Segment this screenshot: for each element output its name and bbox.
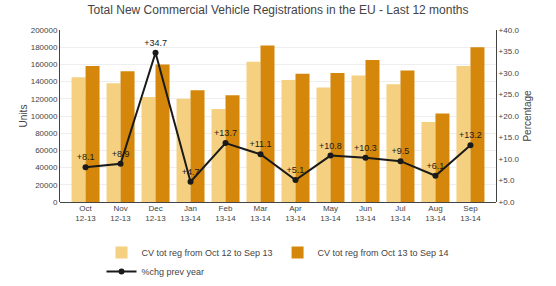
svg-text:+15.0: +15.0 xyxy=(499,133,520,142)
svg-text:+6.1: +6.1 xyxy=(427,161,445,171)
svg-text:160000: 160000 xyxy=(31,60,58,69)
svg-text:Feb13-14: Feb13-14 xyxy=(215,204,236,223)
svg-text:CV tot reg from Oct 13 to Sep: CV tot reg from Oct 13 to Sep 14 xyxy=(318,248,449,258)
svg-text:Total New Commercial Vehicle R: Total New Commercial Vehicle Registratio… xyxy=(88,3,469,17)
svg-text:0: 0 xyxy=(53,198,58,207)
svg-text:180000: 180000 xyxy=(31,43,58,52)
svg-text:+10.0: +10.0 xyxy=(499,155,520,164)
svg-text:80000: 80000 xyxy=(35,129,58,138)
svg-text:+8.1: +8.1 xyxy=(77,152,95,162)
svg-text:%chg prev year: %chg prev year xyxy=(142,267,205,277)
svg-text:60000: 60000 xyxy=(35,146,58,155)
svg-text:+20.0: +20.0 xyxy=(499,112,520,121)
svg-text:Aug13-14: Aug13-14 xyxy=(425,204,446,223)
svg-text:+11.1: +11.1 xyxy=(249,139,271,149)
svg-text:140000: 140000 xyxy=(31,77,58,86)
svg-text:+9.5: +9.5 xyxy=(392,146,410,156)
svg-text:Jul13-14: Jul13-14 xyxy=(390,204,411,223)
svg-text:100000: 100000 xyxy=(31,112,58,121)
svg-text:Jun13-14: Jun13-14 xyxy=(355,204,376,223)
svg-text:200000: 200000 xyxy=(31,26,58,35)
svg-text:+35.0: +35.0 xyxy=(499,47,520,56)
svg-text:Units: Units xyxy=(18,105,29,128)
svg-text:20000: 20000 xyxy=(35,181,58,190)
svg-text:+13.7: +13.7 xyxy=(214,128,237,138)
svg-text:+30.0: +30.0 xyxy=(499,69,520,78)
svg-text:CV tot reg from Oct 12 to Sep: CV tot reg from Oct 12 to Sep 13 xyxy=(142,248,273,258)
svg-text:+10.8: +10.8 xyxy=(319,141,342,151)
svg-text:Apr13-14: Apr13-14 xyxy=(285,204,306,223)
svg-text:Sep13-14: Sep13-14 xyxy=(460,204,481,223)
svg-text:Dec12-13: Dec12-13 xyxy=(145,204,166,223)
svg-text:+5.0: +5.0 xyxy=(499,176,515,185)
svg-text:Jan13-14: Jan13-14 xyxy=(180,204,201,223)
svg-text:+25.0: +25.0 xyxy=(499,90,520,99)
svg-text:Nov12-13: Nov12-13 xyxy=(110,204,131,223)
svg-text:+0.0: +0.0 xyxy=(499,198,515,207)
svg-text:+10.3: +10.3 xyxy=(354,143,377,153)
svg-text:+4.7: +4.7 xyxy=(182,167,200,177)
svg-text:+8.9: +8.9 xyxy=(112,149,130,159)
svg-text:Mar13-14: Mar13-14 xyxy=(250,204,271,223)
svg-text:May13-14: May13-14 xyxy=(320,204,341,223)
svg-text:+34.7: +34.7 xyxy=(144,38,167,48)
svg-text:40000: 40000 xyxy=(35,163,58,172)
svg-text:120000: 120000 xyxy=(31,95,58,104)
svg-text:Oct12-13: Oct12-13 xyxy=(75,204,96,223)
svg-text:+40.0: +40.0 xyxy=(499,26,520,35)
svg-text:+5.1: +5.1 xyxy=(287,165,305,175)
svg-text:+13.2: +13.2 xyxy=(459,130,482,140)
svg-text:Percentage: Percentage xyxy=(522,90,533,142)
